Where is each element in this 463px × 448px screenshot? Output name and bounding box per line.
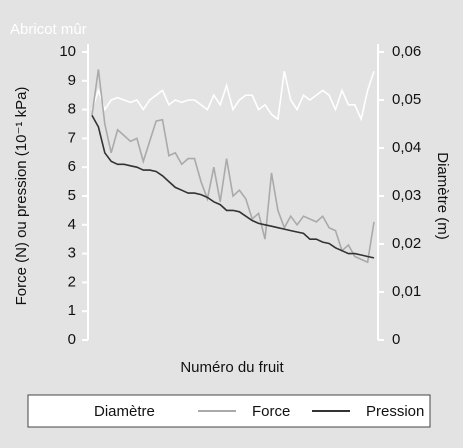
y-tick-label: 7: [68, 129, 76, 146]
y2-axis-label: Diamètre (m): [434, 152, 451, 240]
legend-label: Pression: [366, 403, 424, 420]
y-tick-label: 9: [68, 72, 76, 89]
y2-tick-label: 0,03: [392, 187, 421, 204]
y2-tick-label: 0,01: [392, 283, 421, 300]
y-tick-label: 3: [68, 245, 76, 262]
x-axis-label: Numéro du fruit: [180, 359, 284, 376]
series-line: [91, 70, 375, 122]
chart-title: Abricot mûr: [10, 21, 87, 38]
y2-tick-label: 0,05: [392, 91, 421, 108]
y-tick-label: 0: [68, 331, 76, 348]
y2-tick-label: 0,06: [392, 43, 421, 60]
y2-tick-label: 0: [392, 331, 400, 348]
legend-label: Force: [252, 403, 290, 420]
y-tick-label: 4: [68, 216, 76, 233]
y2-tick-label: 0,02: [392, 235, 421, 252]
y-axis-label: Force (N) ou pression (10⁻¹ kPa): [13, 87, 30, 306]
series-line: [91, 69, 375, 264]
y2-tick-label: 0,04: [392, 139, 421, 156]
y-tick-label: 8: [68, 101, 76, 118]
y-tick-label: 10: [59, 43, 76, 60]
y-tick-label: 1: [68, 302, 76, 319]
y-tick-label: 5: [68, 187, 76, 204]
series-line: [91, 115, 375, 259]
y-tick-label: 6: [68, 158, 76, 175]
legend-label: Diamètre: [94, 403, 155, 420]
y-tick-label: 2: [68, 273, 76, 290]
